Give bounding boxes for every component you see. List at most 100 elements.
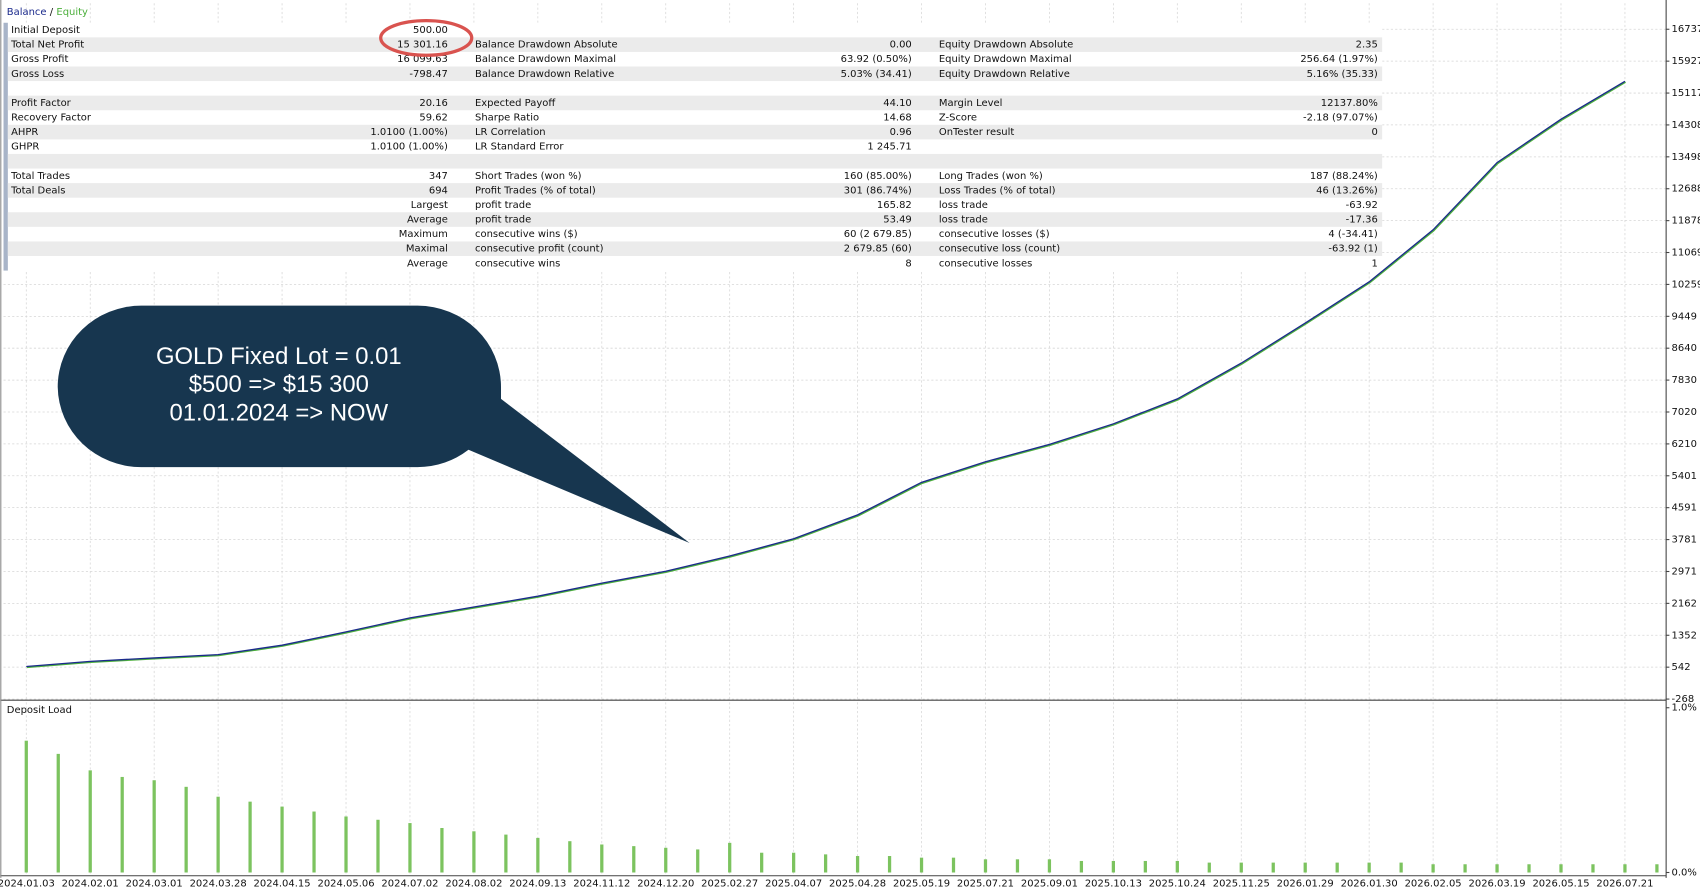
table-stripe [7, 95, 1383, 111]
table-cell: Balance Drawdown Relative [475, 69, 614, 80]
bar [504, 834, 508, 873]
series-line [26, 80, 1626, 668]
table-cell: LR Correlation [475, 127, 546, 138]
x-tick-label: 2024.11.12 [573, 878, 630, 889]
table-cell: Initial Deposit [11, 25, 80, 36]
y-tick-label: 2162 [1672, 598, 1697, 609]
y-tick-label: 11069 [1672, 248, 1700, 259]
bar [1591, 864, 1595, 873]
bar [56, 753, 60, 873]
y-tick-label: 10259 [1672, 279, 1700, 290]
table-stripe [7, 212, 1383, 227]
bar [1367, 862, 1371, 873]
bar [1143, 860, 1147, 873]
callout: GOLD Fixed Lot = 0.01 $500 => $15 300 01… [57, 305, 690, 544]
frame [0, 0, 1667, 878]
y-tick-label: 12688 [1672, 184, 1700, 195]
bar [1303, 862, 1307, 873]
table-stripe [7, 66, 1383, 82]
x-tick-label: 2025.02.27 [701, 878, 758, 889]
x-tick-label: 2025.10.13 [1085, 878, 1142, 889]
y-tick-label: 15927 [1672, 56, 1700, 67]
table-cell: consecutive losses [939, 258, 1033, 269]
y-tick-label: 3781 [1672, 535, 1697, 546]
bar [1655, 864, 1659, 873]
table-stripe [7, 153, 1383, 169]
report-table: Initial Deposit 500.00 Total Net Profit 15 … [3, 22, 1383, 271]
table-cell: 0.00 [890, 40, 912, 51]
series-line [26, 81, 1626, 669]
x-tick-label: 2026.03.19 [1469, 878, 1526, 889]
table-cell: Largest [411, 200, 448, 211]
bar [983, 859, 988, 873]
table-cell: Maximum [399, 229, 448, 240]
table-cell: profit trade [475, 215, 531, 226]
y-tick-label: 2971 [1672, 566, 1697, 577]
table-cell: 59.62 [419, 113, 448, 124]
y-tick-label: 5401 [1672, 471, 1697, 482]
table-cell: 1 [1371, 258, 1377, 269]
table-cell: -63.92 [1346, 200, 1378, 211]
x-tick-label: 2024.03.01 [126, 878, 183, 889]
table-cell: 347 [429, 171, 448, 182]
table-cell: OnTester result [939, 127, 1014, 138]
y-tick-label: 9449 [1672, 311, 1697, 322]
table-cell: 187 (88.24%) [1310, 171, 1378, 182]
table-cell: Sharpe Ratio [475, 113, 539, 124]
table-cell: 16 099.63 [397, 54, 448, 65]
bar [1495, 864, 1499, 873]
table-cell: Average [407, 258, 448, 269]
table-stripe [7, 124, 1383, 140]
bar [1559, 864, 1563, 873]
callout-line: 01.01.2024 => NOW [170, 399, 389, 426]
y-tick-label: 14308 [1672, 120, 1700, 131]
pane-title: Deposit Load [7, 705, 72, 716]
legend-separator: / [50, 7, 54, 18]
table-cell: 500.00 [413, 25, 448, 36]
y-tick-label: 6210 [1672, 439, 1697, 450]
table-cell: -63.92 (1) [1328, 244, 1378, 255]
table-cell: 53.49 [883, 215, 912, 226]
bar [632, 846, 636, 873]
table-cell: 4 (-34.41) [1328, 229, 1378, 240]
y-tick-label: 16737 [1672, 24, 1700, 35]
bar [1463, 864, 1467, 873]
y-tick-label: -268 [1672, 694, 1695, 705]
table-stripe [7, 241, 1383, 257]
y-tick-label: 1352 [1672, 630, 1697, 641]
bar [1015, 859, 1020, 873]
bar [664, 847, 668, 873]
table-cell: Total Deals [10, 185, 65, 196]
table-cell: LR Standard Error [475, 142, 564, 153]
table-stripe [7, 183, 1383, 198]
bar [855, 856, 860, 873]
y-tick-label: 8640 [1672, 343, 1697, 354]
bar [1079, 860, 1084, 873]
table-cell: profit trade [475, 200, 531, 211]
bar [408, 823, 412, 873]
table-cell: 165.82 [877, 200, 912, 211]
bar [919, 857, 924, 873]
table-cell: AHPR [11, 127, 38, 138]
x-tick-label: 2026.05.15 [1532, 878, 1589, 889]
table-cell: 0.96 [890, 127, 912, 138]
bar [1335, 862, 1339, 873]
table-cell: Equity Drawdown Maximal [939, 54, 1072, 65]
y-tick-label: 15117 [1672, 88, 1700, 99]
table-cell: 12137.80% [1321, 98, 1378, 109]
x-tick-label: 2026.02.05 [1405, 878, 1462, 889]
y-tick-label: 7020 [1672, 407, 1697, 418]
table-cell: -2.18 (97.07%) [1303, 113, 1378, 124]
bar [88, 770, 92, 873]
table-cell: Z-Score [939, 113, 977, 124]
x-tick-label: 2025.10.24 [1149, 878, 1206, 889]
bar [248, 801, 252, 873]
bar [1527, 864, 1531, 873]
table-cell: Margin Level [939, 98, 1003, 109]
table-cell: 60 (2 679.85) [844, 229, 912, 240]
bar [536, 837, 540, 873]
table-cell: Balance Drawdown Absolute [475, 40, 618, 51]
y-tick-label: 542 [1672, 662, 1691, 673]
bar [760, 852, 764, 873]
table-cell: Total Trades [10, 171, 70, 182]
